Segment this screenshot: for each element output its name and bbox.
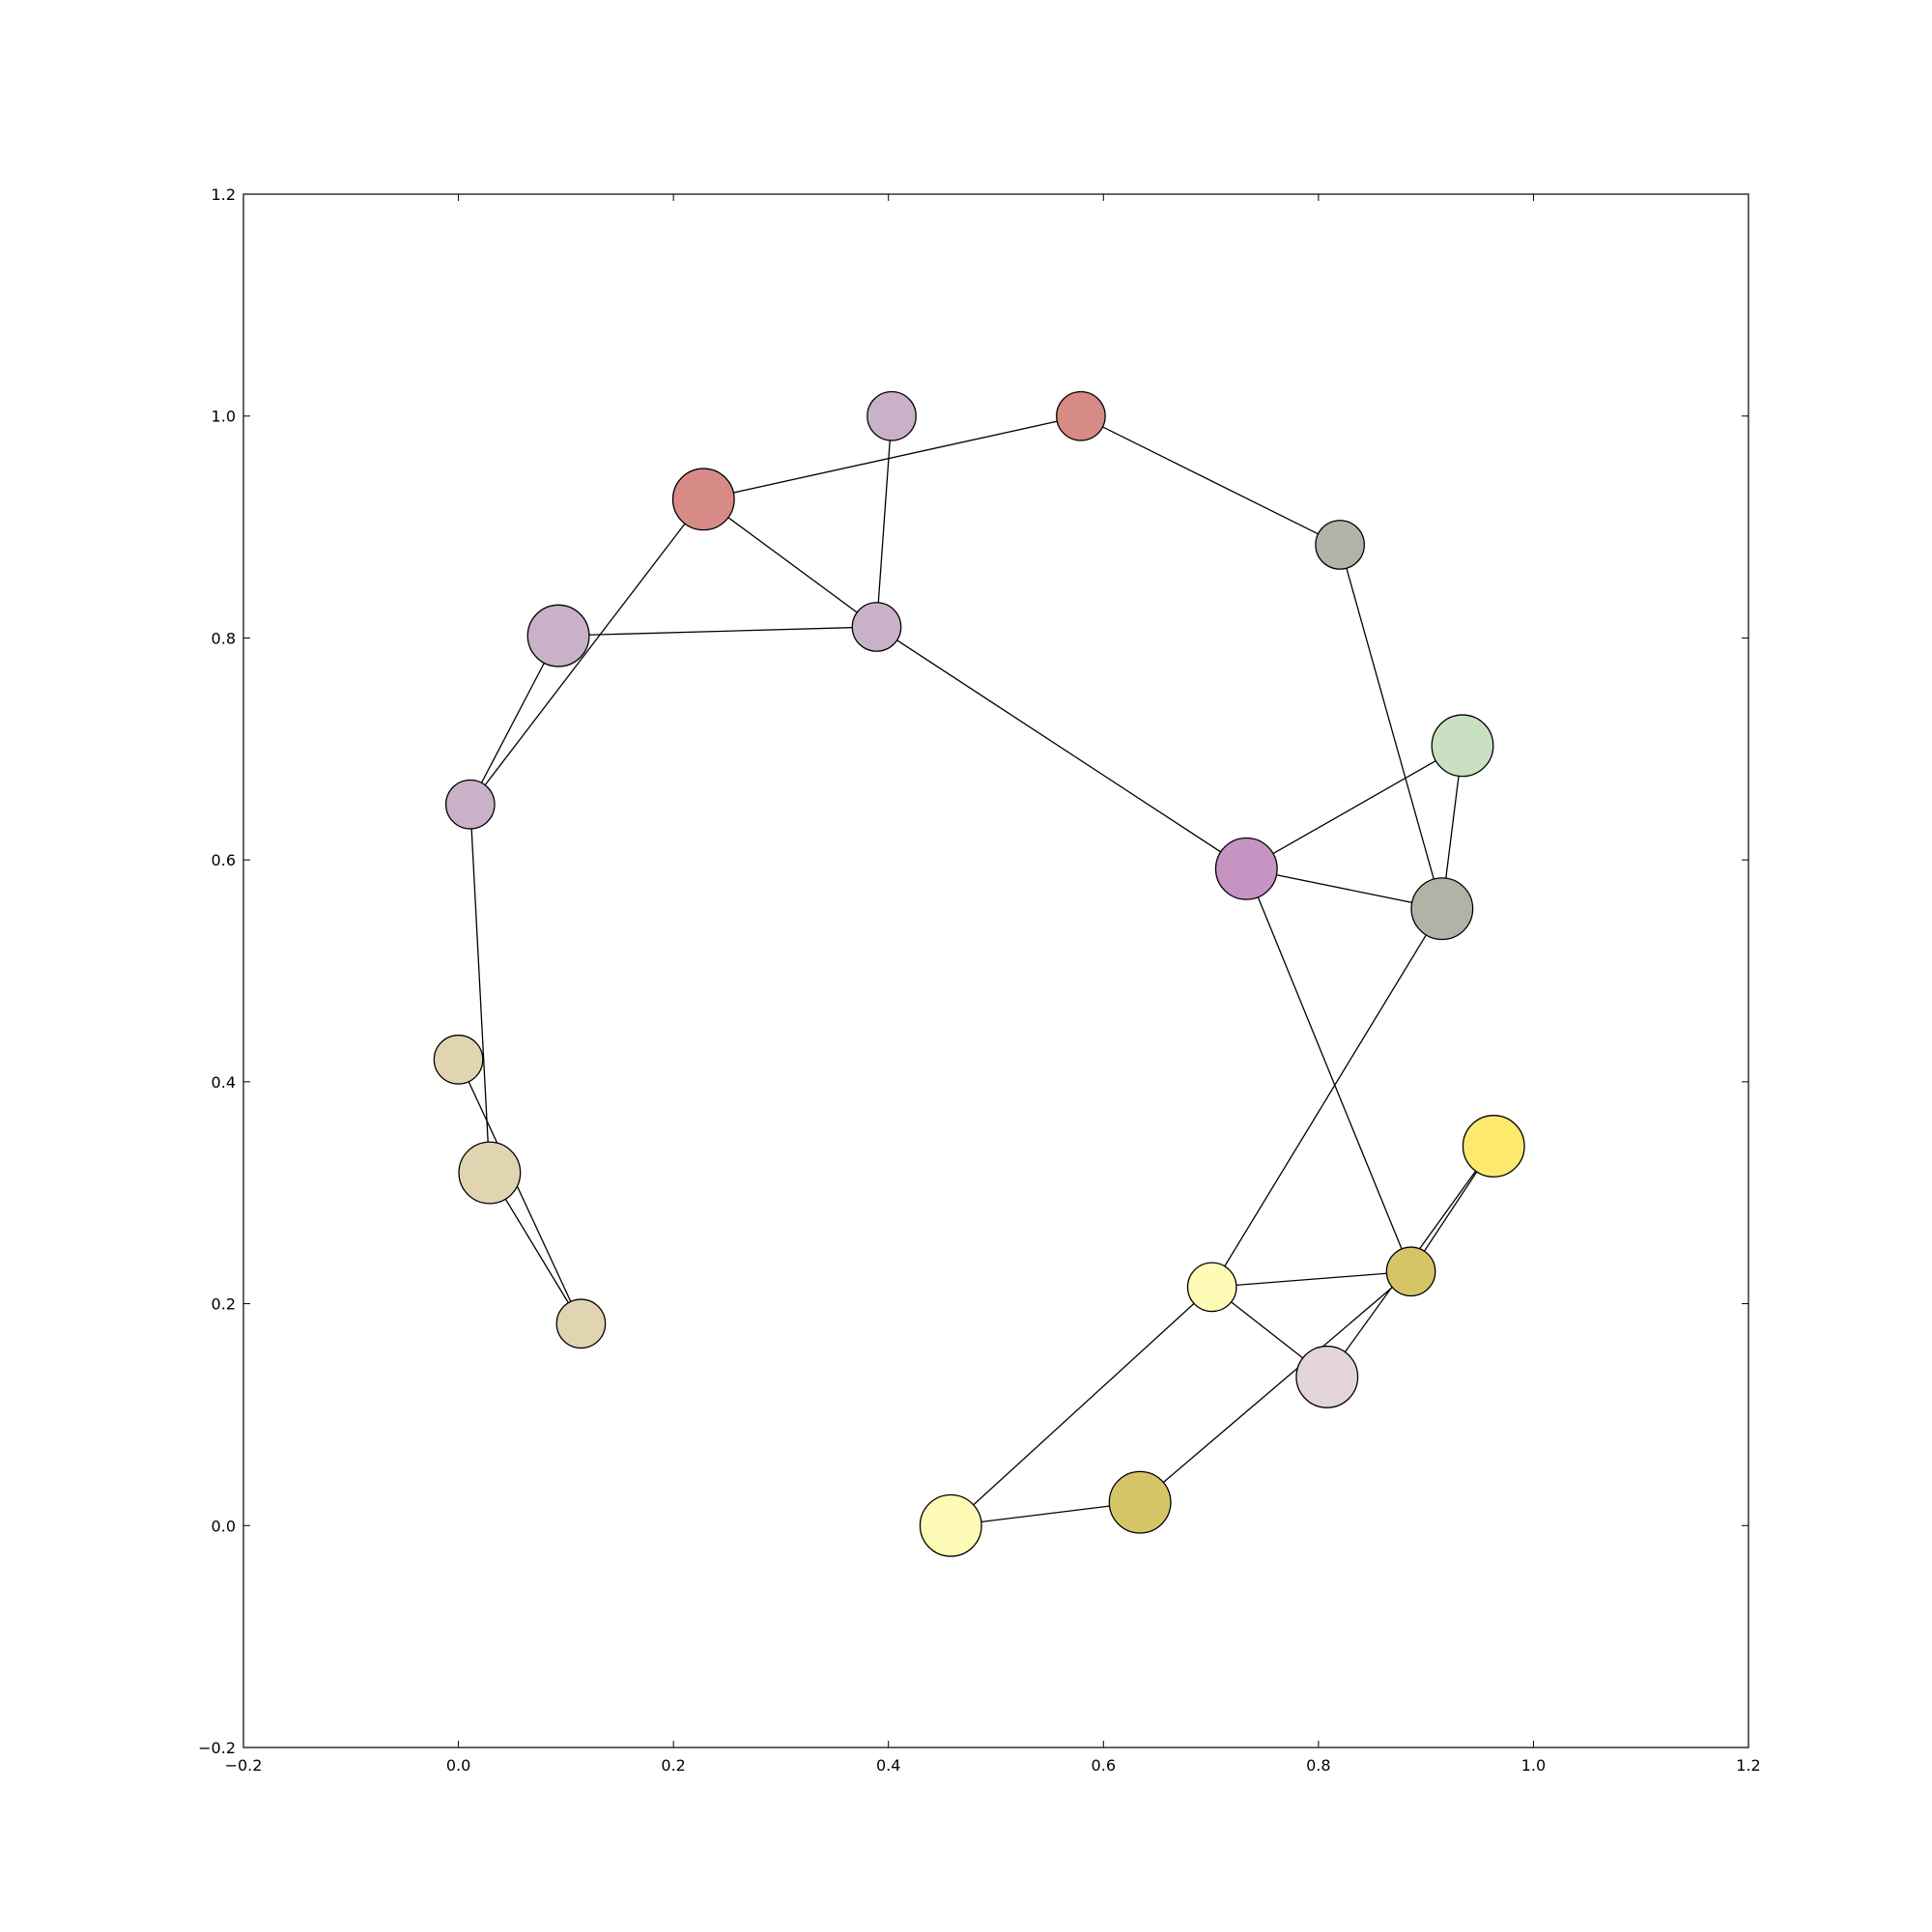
y-tick-label-4: 0.6 bbox=[212, 851, 236, 869]
node-5 bbox=[851, 602, 902, 652]
edge-15 bbox=[457, 1059, 582, 1324]
node-2 bbox=[671, 468, 735, 531]
edge-4 bbox=[469, 498, 704, 806]
x-tick-label-5: 0.8 bbox=[1306, 1756, 1330, 1775]
y-tick-label-7: 1.2 bbox=[212, 185, 236, 204]
y-tick-label-5: 0.8 bbox=[212, 629, 236, 647]
edge-14 bbox=[1211, 908, 1443, 1288]
node-17 bbox=[1108, 1470, 1172, 1534]
node-0 bbox=[867, 390, 917, 441]
node-10 bbox=[433, 1035, 484, 1085]
x-tick-label-3: 0.4 bbox=[876, 1756, 900, 1775]
y-tick-label-6: 1.0 bbox=[212, 408, 236, 426]
edge-23 bbox=[951, 1501, 1141, 1526]
node-13 bbox=[1385, 1246, 1436, 1297]
y-tick-label-1: 0.0 bbox=[212, 1517, 236, 1535]
y-axis: −0.2 0.0 0.2 0.4 0.6 0.8 1.0 1.2 bbox=[198, 185, 1748, 1757]
x-tick-label-4: 0.6 bbox=[1092, 1756, 1116, 1775]
node-7 bbox=[444, 779, 496, 830]
edge-3 bbox=[702, 498, 877, 628]
x-tick-label-2: 0.2 bbox=[661, 1756, 685, 1775]
node-14 bbox=[1186, 1262, 1237, 1313]
edge-7 bbox=[469, 635, 559, 806]
x-tick-label-6: 1.0 bbox=[1521, 1756, 1546, 1775]
edge-20 bbox=[1139, 1270, 1411, 1503]
node-9 bbox=[1410, 877, 1474, 941]
x-axis: −0.2 0.0 0.2 0.4 0.6 0.8 1.0 1.2 bbox=[225, 194, 1761, 1775]
y-tick-label-0: −0.2 bbox=[198, 1739, 236, 1757]
x-tick-label-7: 1.2 bbox=[1736, 1756, 1760, 1775]
edge-0 bbox=[875, 415, 893, 627]
x-tick-label-0: −0.2 bbox=[225, 1756, 263, 1775]
edge-11 bbox=[469, 804, 491, 1174]
node-layer bbox=[433, 390, 1525, 1557]
node-4 bbox=[526, 604, 590, 668]
node-3 bbox=[1315, 520, 1365, 570]
edge-6 bbox=[558, 626, 877, 637]
node-12 bbox=[1462, 1115, 1525, 1178]
edge-12 bbox=[1246, 867, 1442, 910]
edge-1 bbox=[703, 415, 1082, 500]
y-tick-label-2: 0.2 bbox=[212, 1295, 236, 1314]
axes-frame bbox=[242, 193, 1749, 1748]
edge-5 bbox=[1339, 544, 1443, 909]
node-15 bbox=[555, 1298, 607, 1350]
edge-13 bbox=[1245, 868, 1412, 1272]
node-6 bbox=[1431, 714, 1494, 778]
node-16 bbox=[1295, 1345, 1359, 1408]
edge-layer bbox=[457, 415, 1494, 1526]
edge-2 bbox=[1080, 415, 1341, 546]
edge-9 bbox=[1245, 745, 1463, 869]
y-tick-label-3: 0.4 bbox=[212, 1073, 236, 1092]
edge-19 bbox=[1211, 1270, 1411, 1288]
node-1 bbox=[1056, 390, 1106, 441]
x-tick-label-1: 0.0 bbox=[446, 1756, 470, 1775]
edge-8 bbox=[876, 626, 1247, 869]
node-18 bbox=[919, 1493, 982, 1557]
node-11 bbox=[458, 1141, 522, 1205]
edge-22 bbox=[950, 1286, 1213, 1526]
node-8 bbox=[1214, 837, 1278, 900]
